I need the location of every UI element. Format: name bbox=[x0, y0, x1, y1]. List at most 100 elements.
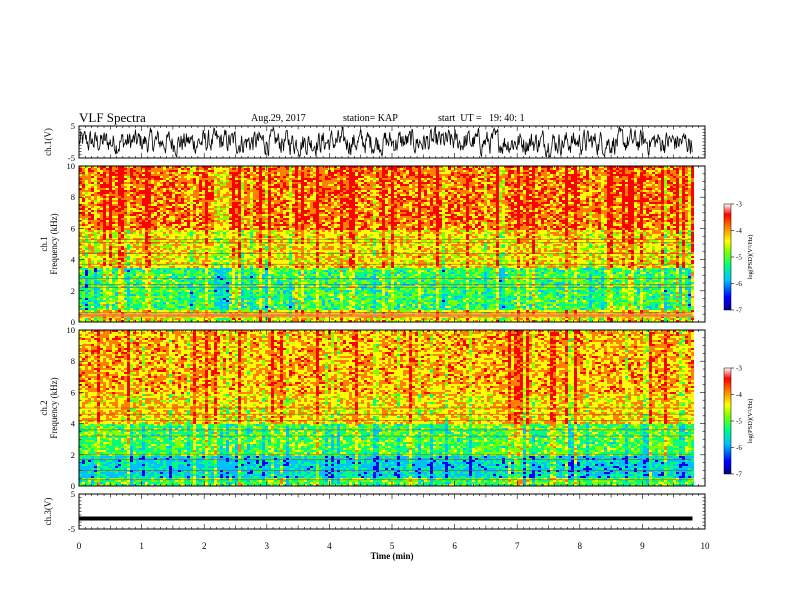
spectro-cell bbox=[94, 266, 97, 268]
spectro-cell bbox=[115, 248, 118, 250]
spectro-cell bbox=[91, 254, 94, 256]
spectro-cell bbox=[100, 310, 103, 312]
spectro-cell bbox=[91, 260, 94, 262]
spectro-cell bbox=[106, 260, 109, 262]
spectro-cell bbox=[115, 300, 118, 302]
spectro-cell bbox=[106, 192, 109, 194]
spectro-cell bbox=[115, 192, 118, 194]
spectro-cell bbox=[103, 226, 106, 228]
spectro-cell bbox=[109, 232, 112, 234]
spectro-cell bbox=[85, 198, 88, 200]
spectro-cell bbox=[109, 186, 112, 188]
spectro-cell bbox=[85, 212, 88, 214]
spectro-cell bbox=[100, 318, 103, 320]
spectro-cell bbox=[106, 198, 109, 200]
spectro-cell bbox=[88, 210, 91, 212]
spectro-cell bbox=[106, 194, 109, 196]
spectro-cell bbox=[115, 204, 118, 206]
spectro-cell bbox=[91, 302, 94, 304]
spectro-cell bbox=[82, 218, 85, 220]
spectro-cell bbox=[103, 194, 106, 196]
spectro-cell bbox=[94, 308, 97, 310]
spectro-cell bbox=[94, 194, 97, 196]
spectro-cell bbox=[115, 298, 118, 300]
spectro-cell bbox=[103, 204, 106, 206]
spectro-cell bbox=[97, 308, 100, 310]
spectro-cell bbox=[91, 240, 94, 242]
spectro-cell bbox=[109, 282, 112, 284]
spectro-cell bbox=[85, 302, 88, 304]
spectro-cell bbox=[97, 176, 100, 178]
spectro-cell bbox=[97, 232, 100, 234]
spectro-cell bbox=[100, 308, 103, 310]
spectro-cell bbox=[85, 200, 88, 202]
spectro-cell bbox=[109, 206, 112, 208]
spectro-cell bbox=[103, 206, 106, 208]
spectro-cell bbox=[100, 274, 103, 276]
spectro-cell bbox=[91, 170, 94, 172]
spectro-cell bbox=[115, 250, 118, 252]
spectro-cell bbox=[97, 300, 100, 302]
spectro-cell bbox=[103, 276, 106, 278]
spectro-cell bbox=[97, 294, 100, 296]
spectro-cell bbox=[103, 310, 106, 312]
spectro-cell bbox=[91, 276, 94, 278]
spectro-cell bbox=[88, 240, 91, 242]
spectro-cell bbox=[94, 212, 97, 214]
spectro-cell bbox=[100, 258, 103, 260]
spectro-cell bbox=[97, 298, 100, 300]
spectro-cell bbox=[94, 280, 97, 282]
spectro-cell bbox=[109, 254, 112, 256]
spectro-cell bbox=[109, 298, 112, 300]
spectro-cell bbox=[88, 260, 91, 262]
spectro-cell bbox=[103, 216, 106, 218]
spectro-cell bbox=[100, 256, 103, 258]
spectro-cell bbox=[100, 246, 103, 248]
spectro-cell bbox=[91, 294, 94, 296]
spectro-cell bbox=[91, 172, 94, 174]
spectro-cell bbox=[103, 244, 106, 246]
spectro-cell bbox=[94, 180, 97, 182]
spectro-cell bbox=[106, 274, 109, 276]
spectro-cell bbox=[97, 214, 100, 216]
spectro-cell bbox=[88, 288, 91, 290]
spectro-cell bbox=[112, 222, 115, 224]
spectro-cell bbox=[100, 184, 103, 186]
spectro-cell bbox=[88, 190, 91, 192]
spectro-cell bbox=[91, 232, 94, 234]
spectro-cell bbox=[82, 266, 85, 268]
spectro-cell bbox=[115, 172, 118, 174]
spectro-cell bbox=[106, 270, 109, 272]
spectro-cell bbox=[100, 230, 103, 232]
spectro-cell bbox=[106, 288, 109, 290]
spectro-cell bbox=[97, 230, 100, 232]
spectro-cell bbox=[94, 236, 97, 238]
spectro-cell bbox=[109, 256, 112, 258]
spectro-cell bbox=[103, 256, 106, 258]
spectro-cell bbox=[100, 208, 103, 210]
spectro-cell bbox=[94, 272, 97, 274]
spectro-cell bbox=[94, 224, 97, 226]
spectro-cell bbox=[103, 230, 106, 232]
spectro-cell bbox=[85, 174, 88, 176]
spectro-cell bbox=[112, 190, 115, 192]
spectro-cell bbox=[112, 194, 115, 196]
spectro-cell bbox=[82, 176, 85, 178]
spectro-cell bbox=[82, 292, 85, 294]
spectro-cell bbox=[82, 194, 85, 196]
spectro-cell bbox=[109, 272, 112, 274]
spectro-cell bbox=[88, 250, 91, 252]
spectro-cell bbox=[100, 188, 103, 190]
spectro-cell bbox=[82, 296, 85, 298]
spectro-cell bbox=[118, 262, 121, 264]
spectro-cell bbox=[97, 200, 100, 202]
spectro-cell bbox=[91, 174, 94, 176]
spectro-cell bbox=[106, 178, 109, 180]
spectro-cell bbox=[85, 260, 88, 262]
spectro-cell bbox=[103, 186, 106, 188]
spectro-cell bbox=[85, 270, 88, 272]
spectro-cell bbox=[103, 178, 106, 180]
spectro-cell bbox=[115, 304, 118, 306]
spectro-cell bbox=[88, 256, 91, 258]
spectro-cell bbox=[82, 280, 85, 282]
